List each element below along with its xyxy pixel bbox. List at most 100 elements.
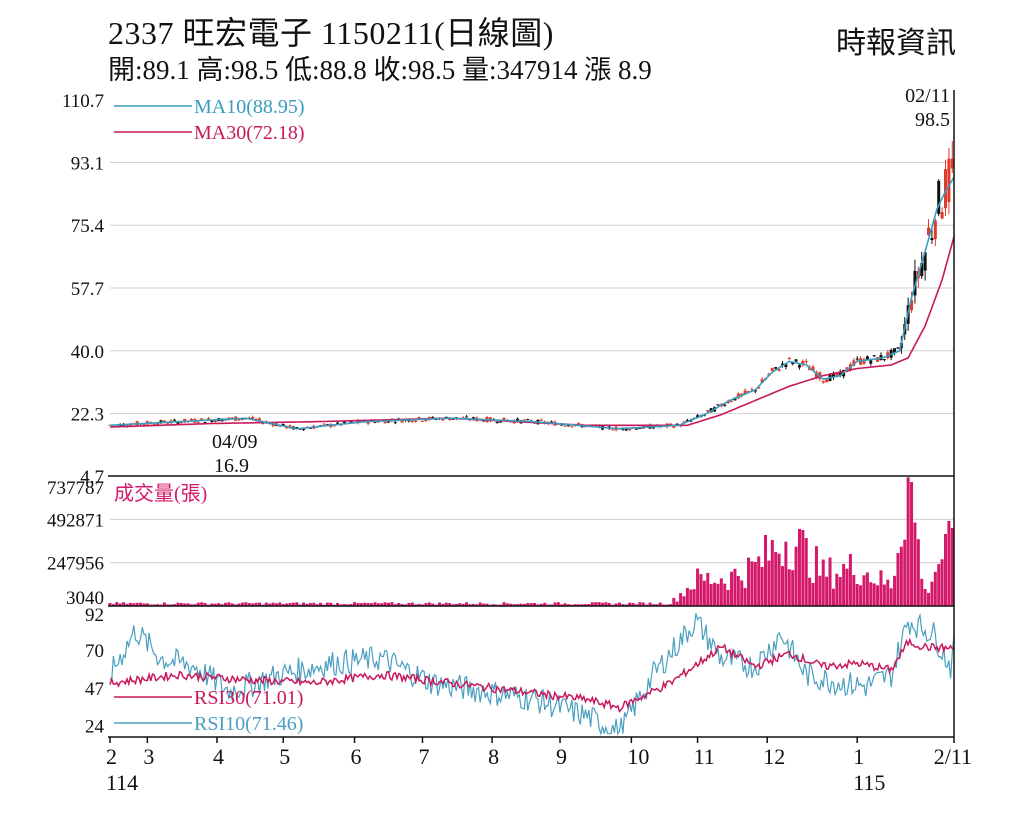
- volume-bar: [400, 604, 404, 606]
- volume-bar: [465, 602, 469, 606]
- x-tick-label: 2/11: [934, 744, 972, 769]
- x-tick-label: 10: [627, 744, 649, 769]
- volume-bar: [675, 601, 679, 606]
- volume-bar: [356, 603, 360, 606]
- price-tick-label: 75.4: [71, 216, 105, 237]
- rsi30-line: [109, 637, 955, 713]
- volume-bar: [682, 596, 686, 606]
- candle-body: [482, 420, 486, 422]
- volume-bar: [692, 589, 696, 606]
- volume-bar: [502, 602, 506, 606]
- volume-bar: [835, 573, 839, 606]
- volume-bar: [298, 604, 302, 606]
- volume-bar: [339, 604, 343, 606]
- volume-bar: [933, 571, 937, 606]
- volume-bar: [621, 604, 625, 606]
- volume-bar: [122, 602, 126, 606]
- volume-bar: [706, 572, 710, 606]
- volume-bar: [930, 581, 934, 606]
- candle-body: [471, 417, 475, 420]
- candle-body: [332, 425, 336, 427]
- volume-bar: [736, 575, 740, 606]
- candle-body: [696, 415, 700, 418]
- volume-bar: [560, 604, 564, 606]
- volume-bar: [617, 602, 621, 606]
- volume-bar: [393, 604, 397, 606]
- candle-body: [451, 418, 455, 420]
- candle-body: [128, 424, 132, 427]
- volume-bar: [583, 604, 587, 606]
- volume-bar: [529, 603, 533, 606]
- high-date-label: 02/11: [905, 85, 950, 107]
- volume-bar: [509, 603, 513, 606]
- candle-body: [831, 373, 835, 378]
- candle-body: [200, 418, 204, 420]
- volume-bar: [533, 602, 537, 606]
- candle-body: [356, 420, 360, 424]
- volume-bar: [156, 604, 160, 606]
- legend-ma30: MA30(72.18): [194, 122, 305, 144]
- volume-bar: [651, 604, 655, 606]
- candle-body: [668, 423, 672, 425]
- volume-bar: [264, 602, 268, 606]
- candle-body: [173, 419, 177, 421]
- candle-body: [237, 419, 241, 421]
- volume-bar: [468, 604, 472, 606]
- candle-body: [257, 418, 261, 421]
- volume-bar: [797, 528, 801, 606]
- volume-bar: [641, 602, 645, 606]
- volume-bar: [950, 527, 954, 606]
- volume-bar: [760, 566, 764, 606]
- volume-bar: [132, 603, 136, 606]
- volume-bar: [910, 482, 914, 606]
- volume-bar: [658, 602, 662, 606]
- volume-title: 成交量(張): [114, 482, 207, 505]
- volume-bar: [336, 603, 340, 606]
- candle-body: [410, 420, 414, 423]
- volume-bar: [139, 602, 143, 606]
- volume-bar: [431, 603, 435, 606]
- volume-bar: [787, 569, 791, 606]
- volume-bar: [767, 560, 771, 606]
- volume-bar: [407, 602, 411, 606]
- volume-bar: [281, 604, 285, 606]
- volume-bar: [237, 603, 241, 606]
- volume-bar: [363, 602, 367, 606]
- volume-bar: [750, 561, 754, 606]
- volume-bar: [193, 604, 197, 606]
- candle-body: [933, 220, 937, 239]
- candle-body: [777, 369, 781, 371]
- volume-bar: [383, 602, 387, 606]
- volume-bar: [723, 583, 727, 606]
- volume-bar: [227, 602, 231, 606]
- volume-bar: [733, 568, 737, 606]
- candle-body: [736, 393, 740, 399]
- volume-bar: [597, 602, 601, 606]
- candle-body: [563, 425, 567, 427]
- volume-bar: [845, 568, 849, 606]
- legend-ma10: MA10(88.95): [194, 96, 305, 118]
- candle-body: [634, 428, 638, 430]
- candle-body: [757, 387, 761, 389]
- volume-bar: [342, 604, 346, 606]
- volume-bar: [373, 602, 377, 606]
- volume-bar: [594, 602, 598, 606]
- candle-body: [794, 359, 798, 362]
- volume-bar: [403, 604, 407, 606]
- candle-body: [821, 380, 825, 383]
- volume-bar: [831, 588, 835, 606]
- volume-bar: [842, 563, 846, 606]
- candle-body: [797, 364, 801, 368]
- volume-bar: [482, 603, 486, 606]
- high-value-label: 98.5: [915, 109, 950, 131]
- volume-bar: [784, 541, 788, 606]
- volume-bar: [223, 602, 227, 606]
- volume-bar: [913, 522, 917, 606]
- low-date-label: 04/09: [212, 431, 258, 453]
- candle-body: [706, 410, 710, 412]
- candle-body: [206, 418, 210, 420]
- price-tick-label: 57.7: [71, 279, 104, 300]
- candle-body: [366, 422, 370, 424]
- volume-bar: [111, 604, 115, 606]
- volume-bar: [390, 602, 394, 606]
